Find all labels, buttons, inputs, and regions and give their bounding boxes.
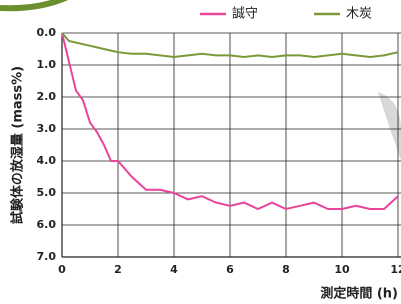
x-tick-label: 10 [334, 263, 350, 276]
decoration-shape [378, 92, 401, 160]
y-tick-label: 7.0 [37, 250, 57, 263]
y-axis-label: 試験体の放湿量 (mass%) [10, 66, 26, 224]
x-tick-label: 6 [226, 263, 234, 276]
y-tick-label: 6.0 [37, 218, 57, 231]
x-tick-label: 0 [58, 263, 66, 276]
x-axis-label: 測定時間 (h) [320, 286, 398, 302]
y-tick-label: 3.0 [37, 122, 57, 135]
x-tick-label: 2 [114, 263, 122, 276]
y-tick-label: 4.0 [37, 154, 57, 167]
y-tick-label: 5.0 [37, 186, 57, 199]
x-tick-label: 4 [170, 263, 178, 276]
legend-label: 誠守 [232, 7, 258, 22]
y-tick-label: 1.0 [37, 58, 57, 71]
decoration-arc [0, 0, 70, 8]
chart: 試験体の放湿量 (mass%) 測定時間 (h) 0.0 1.0 2.0 3.0 4.0… [0, 0, 401, 304]
x-tick-label: 12 [390, 263, 401, 276]
x-tick-label: 8 [282, 263, 290, 276]
y-tick-label: 2.0 [37, 90, 57, 103]
legend-label: 木炭 [346, 7, 372, 22]
y-tick-label: 0.0 [37, 26, 57, 39]
